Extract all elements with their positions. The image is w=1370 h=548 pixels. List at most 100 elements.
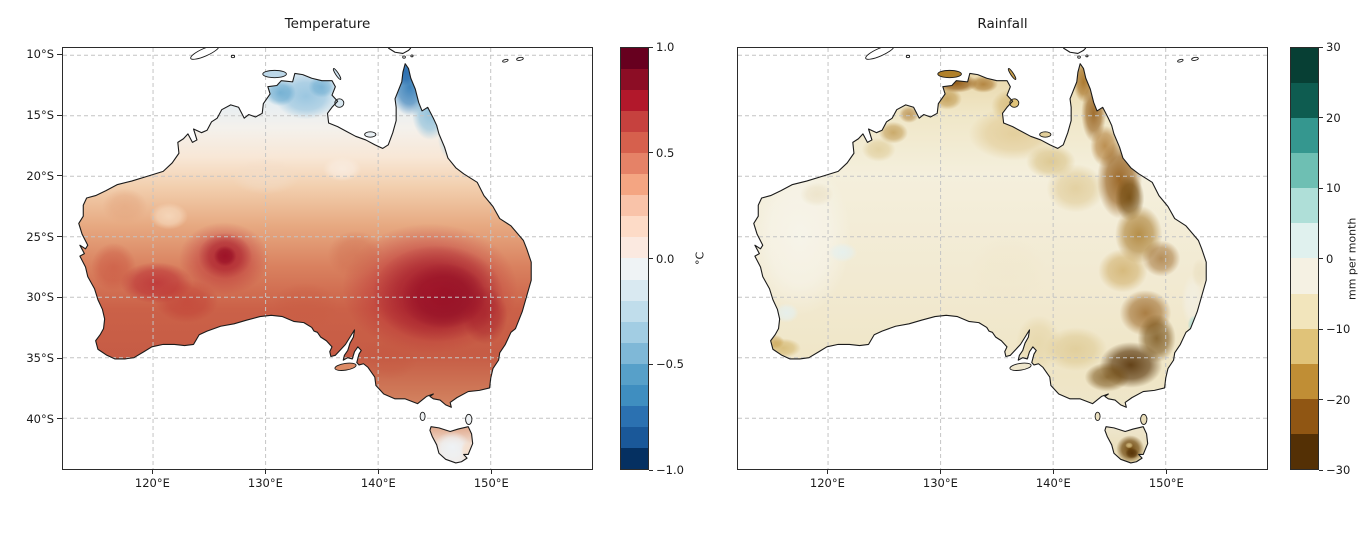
x-tick-mark — [1052, 470, 1054, 474]
island — [1095, 412, 1100, 420]
colorbar-tick-label: 30 — [1326, 40, 1341, 54]
rainfall-colorbar — [1290, 47, 1319, 470]
colorbar-segment — [1291, 188, 1318, 224]
rainfall-title: Rainfall — [977, 16, 1028, 32]
y-tick-label: 20°S — [26, 168, 54, 183]
colorbar-segment — [621, 111, 648, 133]
island — [1086, 55, 1088, 57]
island — [938, 70, 962, 77]
island — [403, 56, 406, 58]
colorbar-tick-label: −1.0 — [656, 463, 684, 477]
island — [502, 59, 508, 63]
colorbar-tick-mark — [649, 152, 653, 154]
y-tick-mark — [57, 357, 62, 359]
australia-coastline — [79, 64, 531, 408]
new-guinea-coastline — [388, 48, 411, 53]
colorbar-tick-label: 0.0 — [656, 251, 675, 266]
colorbar-tick-label: −0.5 — [656, 357, 684, 372]
colorbar-segment — [621, 174, 648, 196]
x-tick-label: 150°E — [473, 476, 509, 490]
island — [466, 414, 472, 424]
colorbar-tick-mark — [1319, 399, 1323, 400]
colorbar-segment — [1291, 293, 1318, 329]
colorbar-segment — [1291, 258, 1318, 294]
colorbar-segment — [621, 363, 648, 385]
colorbar-segment — [1291, 328, 1318, 364]
x-tick-label: 120°E — [809, 476, 845, 490]
y-tick-label: 15°S — [26, 108, 54, 123]
australia-rainfall-map — [738, 48, 1267, 469]
colorbar-tick-mark — [1319, 46, 1323, 48]
y-tick-mark — [57, 296, 62, 298]
colorbar-segment — [621, 132, 648, 154]
australia-temperature-map — [63, 48, 592, 469]
y-tick-mark — [57, 418, 62, 420]
colorbar-tick-mark — [649, 363, 653, 365]
colorbar-segment — [1291, 363, 1318, 399]
gridlines — [63, 48, 592, 469]
colorbar-tick-mark — [649, 46, 653, 48]
y-tick-label: 30°S — [26, 290, 54, 305]
colorbar-segment — [621, 237, 648, 259]
y-tick-mark — [57, 175, 62, 177]
tasmania-coastline — [430, 427, 473, 463]
new-guinea-coastline — [1063, 48, 1086, 53]
y-tick-label: 40°S — [26, 411, 54, 426]
island — [411, 55, 413, 57]
colorbar-tick-mark — [1319, 258, 1323, 259]
x-tick-mark — [264, 470, 266, 474]
x-tick-label: 150°E — [1148, 476, 1184, 490]
x-tick-label: 130°E — [922, 476, 958, 490]
x-tick-label: 120°E — [134, 476, 170, 490]
rainfall-map-plot — [737, 47, 1268, 470]
colorbar-segment — [1291, 153, 1318, 189]
colorbar-segment — [621, 321, 648, 343]
y-tick-mark — [57, 236, 62, 238]
island — [365, 132, 376, 137]
colorbar-segment — [1291, 118, 1318, 154]
gridlines — [738, 48, 1267, 469]
x-tick-mark — [377, 470, 379, 474]
australia-coastline — [754, 64, 1206, 408]
y-tick-label: 10°S — [26, 47, 54, 62]
colorbar-segment — [621, 69, 648, 91]
colorbar-tick-mark — [1319, 328, 1323, 330]
island — [516, 57, 523, 61]
colorbar-tick-label: 20 — [1326, 110, 1341, 125]
colorbar-tick-mark — [1319, 469, 1323, 471]
colorbar-segment — [621, 405, 648, 427]
colorbar-tick-label: −30 — [1326, 463, 1351, 477]
rainfall-colorbar-label: mm per month — [1345, 217, 1359, 300]
land-fill-layer — [753, 63, 1207, 463]
colorbar-tick-label: −20 — [1326, 392, 1351, 407]
colorbar-tick-mark — [1319, 117, 1323, 118]
y-tick-label: 25°S — [26, 229, 54, 244]
island — [1040, 132, 1051, 137]
island — [231, 55, 234, 57]
colorbar-segment — [621, 48, 648, 70]
colorbar-segment — [621, 90, 648, 112]
island — [1009, 362, 1031, 372]
island — [334, 362, 356, 372]
colorbar-tick-mark — [649, 258, 653, 259]
colorbar-segment — [621, 216, 648, 238]
colorbar-segment — [1291, 433, 1318, 469]
colorbar-segment — [1291, 223, 1318, 259]
colorbar-tick-mark — [1319, 187, 1323, 189]
colorbar-segment — [621, 258, 648, 280]
x-tick-mark — [939, 470, 941, 474]
colorbar-segment — [1291, 398, 1318, 434]
colorbar-segment — [1291, 83, 1318, 119]
x-tick-label: 140°E — [360, 476, 396, 490]
colorbar-tick-mark — [649, 469, 653, 471]
colorbar-segment — [621, 426, 648, 448]
temperature-title: Temperature — [284, 16, 371, 32]
temperature-colorbar — [620, 47, 649, 470]
colorbar-segment — [621, 342, 648, 364]
land-fill-layer — [78, 63, 532, 463]
island — [263, 70, 287, 77]
x-tick-mark — [490, 470, 492, 474]
colorbar-segment — [621, 153, 648, 175]
colorbar-segment — [621, 195, 648, 217]
